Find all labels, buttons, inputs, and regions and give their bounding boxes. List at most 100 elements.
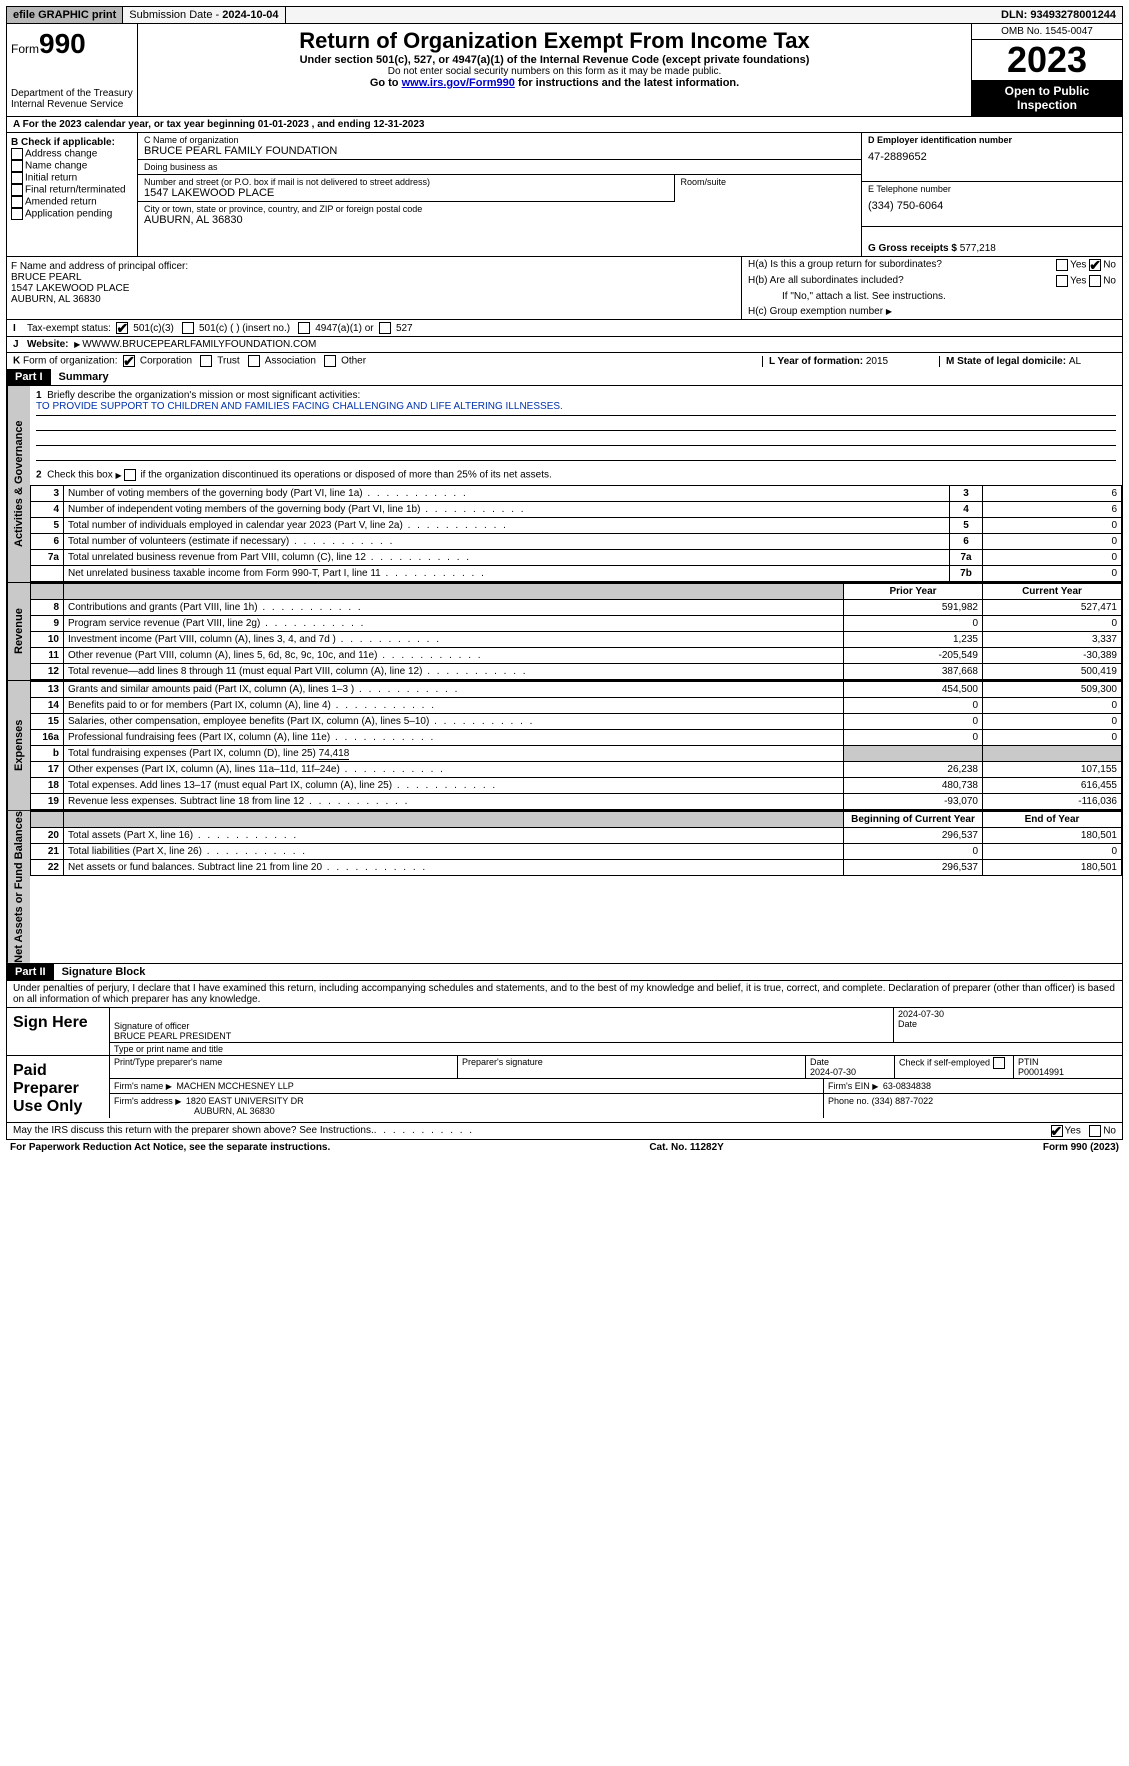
footer-form-num: 990 [1071, 1142, 1088, 1153]
checkbox-hb-yes[interactable] [1056, 275, 1068, 287]
checkbox-association[interactable] [248, 355, 260, 367]
line-j-lead: J [13, 339, 27, 350]
row-desc: Net unrelated business taxable income fr… [64, 566, 950, 582]
row-desc: Total number of individuals employed in … [64, 518, 950, 534]
row-desc: Other revenue (Part VIII, column (A), li… [64, 648, 844, 664]
firm-ein-value: 63-0834838 [883, 1081, 931, 1091]
checkbox-discuss-yes[interactable] [1051, 1125, 1063, 1137]
revenue-table: Prior Year Current Year8 Contributions a… [30, 583, 1122, 680]
row-prior: 296,537 [844, 828, 983, 844]
checkbox-final-return[interactable] [11, 184, 23, 196]
submission-date-label: Submission Date - [129, 9, 222, 21]
net-assets-table: Beginning of Current Year End of Year20 … [30, 811, 1122, 876]
row-current: 180,501 [983, 860, 1122, 876]
row-prior: 0 [844, 698, 983, 714]
row-desc: Contributions and grants (Part VIII, lin… [64, 600, 844, 616]
checkbox-501c3[interactable] [116, 322, 128, 334]
row-current: 0 [983, 698, 1122, 714]
checkbox-initial-return[interactable] [11, 172, 23, 184]
opt-corp: Corporation [140, 356, 192, 367]
part-ii-label: Part II [7, 964, 54, 980]
officer-sig-space[interactable] [114, 1009, 889, 1021]
website-value: WWWW.BRUCEPEARLFAMILYFOUNDATION.COM [82, 339, 316, 350]
checkbox-address-change[interactable] [11, 148, 23, 160]
row-prior: 0 [844, 714, 983, 730]
checkbox-ha-no[interactable] [1089, 259, 1101, 271]
goto-prefix: Go to [370, 77, 402, 89]
row-prior: 1,235 [844, 632, 983, 648]
row-num: 3 [31, 486, 64, 502]
checkbox-other[interactable] [324, 355, 336, 367]
checkbox-trust[interactable] [200, 355, 212, 367]
part-ii-title: Signature Block [54, 964, 154, 980]
prep-date-label: Date [810, 1057, 829, 1067]
row-current: 0 [983, 730, 1122, 746]
row-desc: Total fundraising expenses (Part IX, col… [64, 746, 844, 762]
q1-num: 1 [36, 390, 42, 401]
label-initial-return: Initial return [25, 173, 77, 184]
checkbox-4947[interactable] [298, 322, 310, 334]
subordinates-label: H(b) Are all subordinates included? [748, 275, 1056, 287]
arrow-icon [886, 306, 894, 317]
row-desc: Total liabilities (Part X, line 26) [64, 844, 844, 860]
footer-form-pre: Form [1043, 1142, 1071, 1153]
checkbox-name-change[interactable] [11, 160, 23, 172]
open-to-public: Open to Public Inspection [972, 80, 1122, 116]
self-employed-label: Check if self-employed [899, 1057, 990, 1067]
checkbox-application-pending[interactable] [11, 208, 23, 220]
checkbox-527[interactable] [379, 322, 391, 334]
checkbox-discuss-no[interactable] [1089, 1125, 1101, 1137]
checkbox-corporation[interactable] [123, 355, 135, 367]
checkbox-ha-yes[interactable] [1056, 259, 1068, 271]
irs-link[interactable]: www.irs.gov/Form990 [402, 77, 515, 89]
section-revenue: Revenue Prior Year Current Year8 Contrib… [7, 583, 1122, 681]
opt-4947: 4947(a)(1) or [315, 323, 373, 334]
ptin-value: P00014991 [1018, 1067, 1064, 1077]
officer-name: BRUCE PEARL [11, 272, 737, 283]
row-prior: 480,738 [844, 778, 983, 794]
row-current: 527,471 [983, 600, 1122, 616]
row-desc: Total assets (Part X, line 16) [64, 828, 844, 844]
part-ii-header: Part II Signature Block [7, 964, 1122, 981]
checkbox-amended-return[interactable] [11, 196, 23, 208]
row-num: 4 [31, 502, 64, 518]
box-f: F Name and address of principal officer:… [7, 257, 741, 319]
tax-year-end: 12-31-2023 [373, 119, 424, 130]
room-label: Room/suite [681, 177, 856, 187]
row-box: 6 [950, 534, 983, 550]
row-desc: Number of voting members of the governin… [64, 486, 950, 502]
checkbox-self-employed[interactable] [993, 1057, 1005, 1069]
row-num: 22 [31, 860, 64, 876]
q2-text: Check this box [47, 470, 113, 481]
submission-date-value: 2024-10-04 [222, 9, 278, 21]
col-header: End of Year [983, 812, 1122, 828]
paid-preparer-block: Paid Preparer Use Only Print/Type prepar… [7, 1056, 1122, 1123]
box-b-header: B Check if applicable: [11, 137, 133, 148]
org-name-label: C Name of organization [144, 135, 855, 145]
row-amount: 0 [983, 534, 1122, 550]
efile-print-button[interactable]: efile GRAPHIC print [7, 7, 123, 23]
row-current: 500,419 [983, 664, 1122, 680]
row-box: 3 [950, 486, 983, 502]
sign-date-value: 2024-07-30 [898, 1009, 1118, 1019]
discuss-yes: Yes [1065, 1125, 1081, 1136]
gross-receipts-label: G Gross receipts $ [868, 243, 960, 254]
row-desc: Professional fundraising fees (Part IX, … [64, 730, 844, 746]
label-name-change: Name change [25, 161, 87, 172]
checkbox-501c[interactable] [182, 322, 194, 334]
footer-form-post: (2023) [1087, 1142, 1119, 1153]
subordinates-note: If "No," attach a list. See instructions… [742, 289, 1122, 304]
row-desc: Total number of volunteers (estimate if … [64, 534, 950, 550]
perjury-declaration: Under penalties of perjury, I declare th… [7, 981, 1122, 1008]
row-num: 18 [31, 778, 64, 794]
part-i-label: Part I [7, 369, 51, 385]
omb-number: OMB No. 1545-0047 [972, 24, 1122, 40]
row-num: 11 [31, 648, 64, 664]
tax-exempt-label: Tax-exempt status: [27, 323, 111, 334]
row-num: 21 [31, 844, 64, 860]
col-header: Current Year [983, 584, 1122, 600]
checkbox-hb-no[interactable] [1089, 275, 1101, 287]
opt-501c: 501(c) ( ) (insert no.) [199, 323, 290, 334]
checkbox-discontinued[interactable] [124, 469, 136, 481]
opt-527: 527 [396, 323, 413, 334]
